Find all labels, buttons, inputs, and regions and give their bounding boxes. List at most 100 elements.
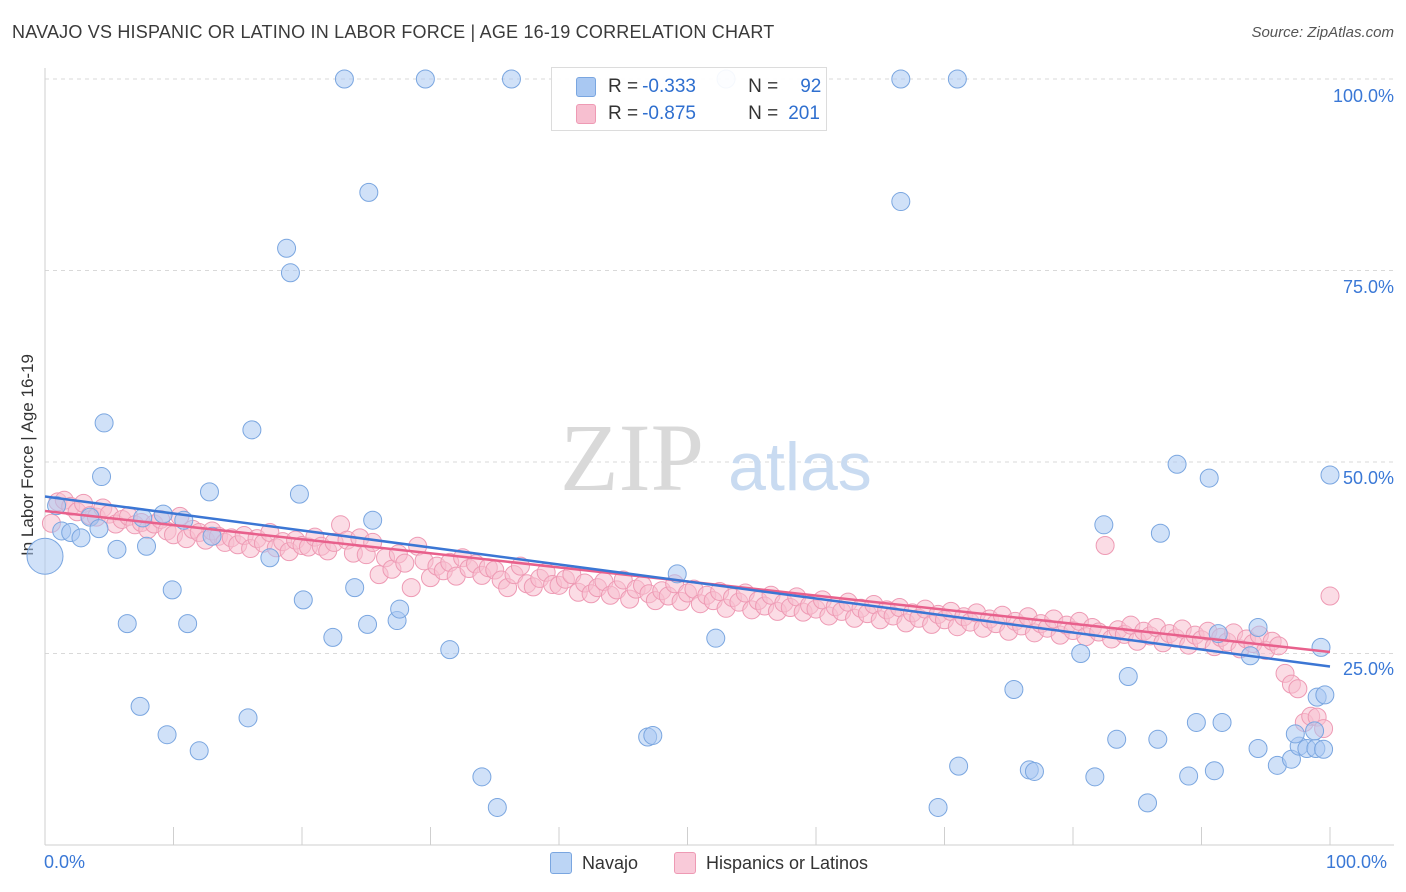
- navajo-point: [157, 725, 177, 745]
- navajo-point: [928, 797, 948, 817]
- legend-n-value-navajo: 92: [800, 76, 822, 97]
- navajo-point: [440, 640, 460, 660]
- navajo-point: [199, 482, 219, 502]
- navajo-point: [133, 508, 153, 528]
- navajo-point: [1248, 738, 1268, 758]
- navajo-point: [323, 627, 343, 647]
- hispanic-point: [1095, 535, 1115, 555]
- y-tick-label-50: 50.0%: [1342, 468, 1394, 488]
- navajo-point: [1248, 617, 1268, 637]
- x-tick-label-0: 0.0%: [44, 852, 86, 872]
- navajo-point: [293, 590, 313, 610]
- navajo-point: [1314, 739, 1334, 759]
- navajo-point: [1305, 721, 1325, 741]
- navajo-point: [334, 69, 354, 89]
- legend-n-label: N =: [748, 76, 779, 97]
- navajo-point: [94, 413, 114, 433]
- navajo-point: [1118, 666, 1138, 686]
- navajo-point: [1004, 680, 1024, 700]
- navajo-point: [1071, 644, 1091, 663]
- navajo-point: [358, 614, 378, 634]
- y-tick-label-25: 25.0%: [1342, 659, 1394, 679]
- navajo-point: [1150, 523, 1170, 543]
- navajo-point: [706, 628, 726, 648]
- navajo-point: [178, 614, 198, 634]
- navajo-point: [189, 741, 209, 761]
- navajo-point: [1138, 793, 1158, 813]
- legend-r-label: R =: [608, 76, 639, 97]
- navajo-point: [89, 519, 109, 539]
- legend-row-navajo: R = -0.333 N = 92: [576, 76, 821, 98]
- navajo-point: [289, 484, 309, 504]
- x-tick-label-100: 100.0%: [1326, 852, 1388, 872]
- navajo-point: [643, 725, 663, 745]
- navajo-point: [947, 69, 967, 89]
- hispanic-legend-swatch: [673, 852, 696, 874]
- navajo-point: [1186, 712, 1206, 732]
- navajo-point: [280, 263, 300, 283]
- legend-item-navajo[interactable]: Navajo: [549, 852, 638, 874]
- legend-row-hispanic: R = -0.875 N = 201: [576, 103, 820, 125]
- hispanic-point: [1320, 586, 1340, 606]
- navajo-point: [1320, 465, 1340, 485]
- y-tick-label-75: 75.0%: [1342, 277, 1394, 297]
- navajo-point: [415, 69, 435, 89]
- navajo-point: [47, 496, 67, 516]
- legend-r-value-hispanic: -0.875: [642, 103, 696, 124]
- navajo-point: [345, 578, 365, 598]
- legend-r-label: R =: [608, 103, 639, 124]
- axes: [44, 68, 1394, 846]
- navajo-point: [71, 528, 91, 548]
- navajo-point: [92, 467, 112, 487]
- navajo-point: [238, 708, 258, 728]
- navajo-point: [242, 420, 262, 440]
- series-legend: Navajo Hispanics or Latinos: [0, 852, 1406, 874]
- navajo-point: [137, 536, 157, 556]
- navajo-point: [202, 526, 222, 546]
- navajo-point: [891, 69, 911, 89]
- navajo-swatch: [576, 77, 596, 97]
- navajo-point: [130, 696, 150, 716]
- navajo-point: [949, 756, 969, 776]
- hispanic-points: [41, 490, 1340, 739]
- navajo-point: [1285, 724, 1305, 744]
- navajo-point: [162, 580, 182, 600]
- navajo-legend-swatch: [549, 852, 572, 874]
- watermark-atlas: atlas: [728, 429, 872, 505]
- navajo-point: [26, 537, 64, 575]
- navajo-point: [1148, 729, 1168, 749]
- trend-lines: [44, 495, 1331, 668]
- grid: [45, 78, 1394, 654]
- legend-n-value-hispanic: 201: [788, 103, 820, 124]
- legend-r-value-navajo: -0.333: [642, 76, 696, 97]
- navajo-trend-line: [44, 495, 1331, 668]
- chart-title: NAVAJO VS HISPANIC OR LATINO IN LABOR FO…: [12, 22, 775, 42]
- stats-legend: R = -0.333 N = 92 R = -0.875 N = 201: [551, 67, 827, 131]
- hispanic-point: [1288, 679, 1308, 699]
- navajo-point: [1212, 712, 1232, 732]
- navajo-point: [891, 192, 911, 212]
- navajo-point: [277, 238, 297, 258]
- navajo-point: [1085, 767, 1105, 787]
- source-label: Source: ZipAtlas.com: [1251, 24, 1394, 41]
- navajo-point: [1199, 468, 1219, 488]
- hispanic-point: [395, 553, 415, 573]
- legend-n-label: N =: [748, 103, 779, 124]
- navajo-point: [1204, 761, 1224, 781]
- legend-item-hispanic[interactable]: Hispanics or Latinos: [673, 852, 869, 874]
- navajo-point: [1167, 454, 1187, 474]
- navajo-point: [117, 614, 137, 634]
- navajo-point: [107, 539, 127, 559]
- navajo-point: [1107, 729, 1127, 749]
- navajo-point: [1179, 766, 1199, 786]
- navajo-point: [260, 548, 280, 568]
- legend-hispanic-label: Hispanics or Latinos: [705, 852, 869, 873]
- navajo-point: [472, 767, 492, 787]
- watermark-zip: ZIP: [560, 404, 704, 511]
- navajo-point: [1311, 637, 1331, 657]
- hispanic-swatch: [576, 104, 596, 124]
- hispanic-point: [401, 578, 421, 598]
- y-tick-label-100: 100.0%: [1332, 86, 1394, 106]
- navajo-point: [390, 599, 410, 619]
